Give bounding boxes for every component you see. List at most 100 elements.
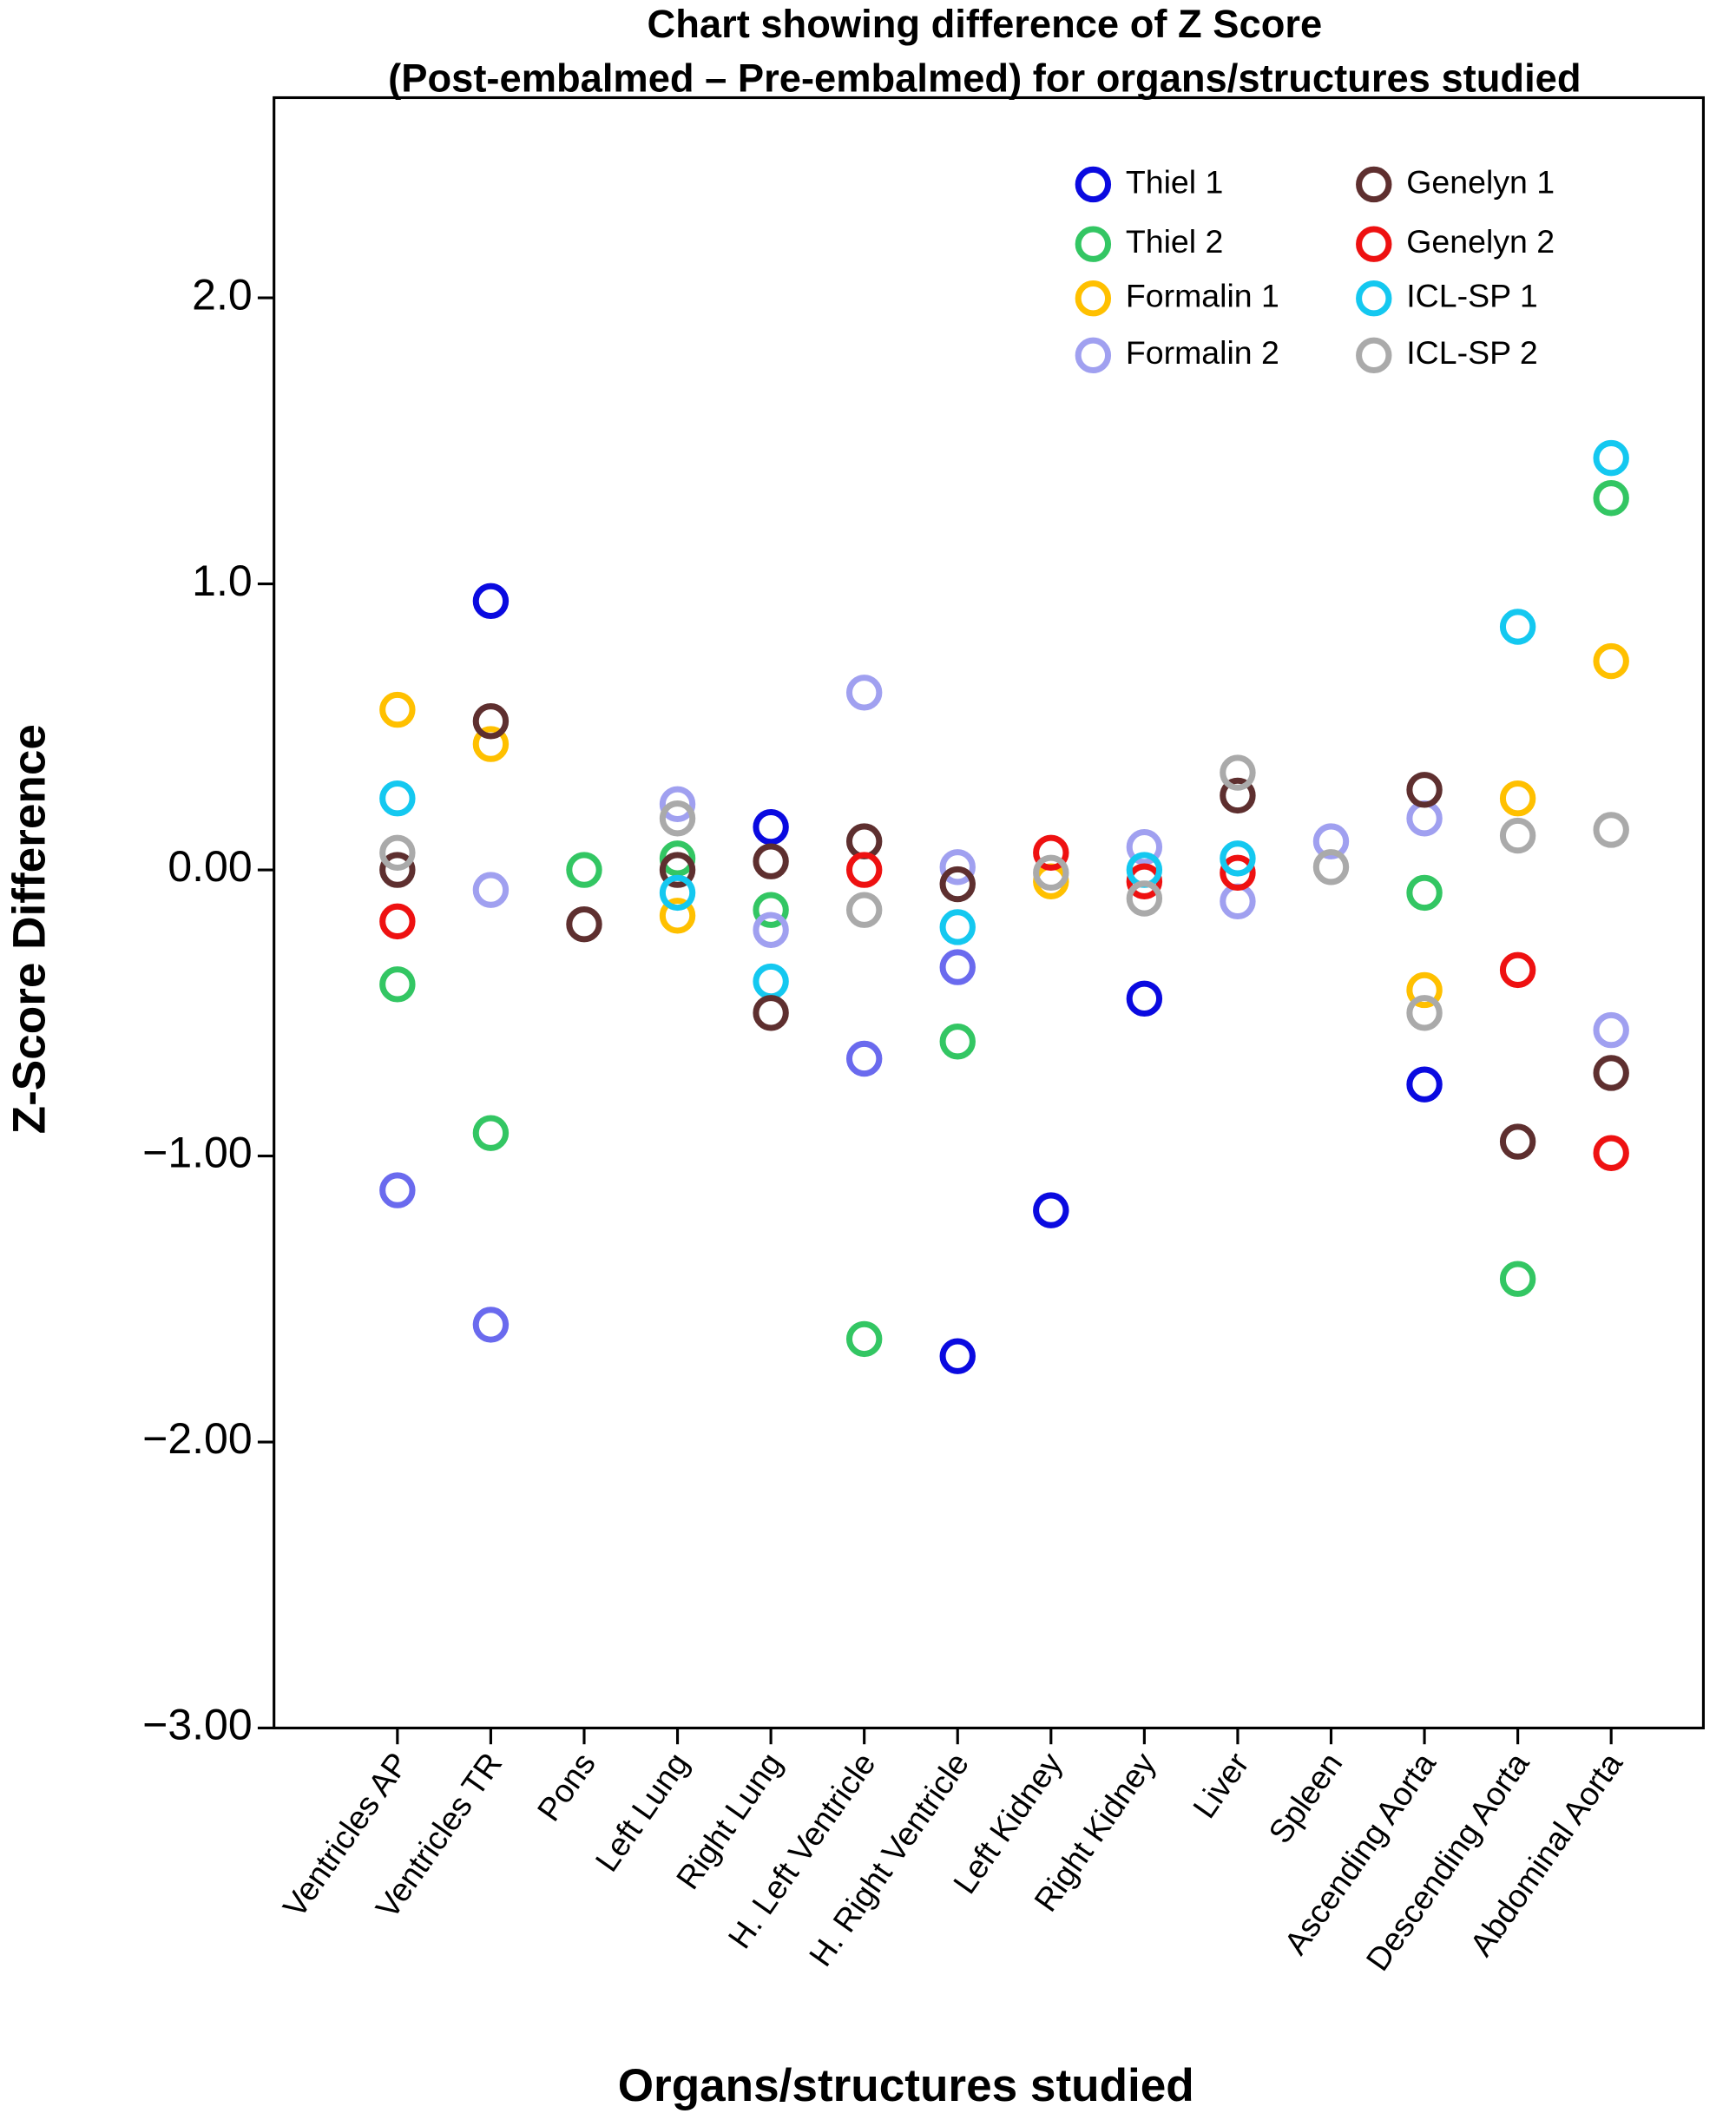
point <box>939 909 976 945</box>
legend-label: Thiel 2 <box>1126 223 1224 260</box>
point <box>1593 1011 1629 1049</box>
point <box>659 786 696 822</box>
point <box>1499 1261 1536 1297</box>
point <box>379 691 416 728</box>
point <box>939 1338 976 1374</box>
legend-label: Thiel 1 <box>1126 163 1224 200</box>
point <box>939 1024 976 1060</box>
point <box>1033 1192 1069 1228</box>
point <box>379 966 416 1003</box>
legend-marker <box>1356 280 1392 317</box>
point <box>472 726 510 762</box>
point <box>1126 980 1163 1017</box>
x-axis-title: Organs/structures studied <box>618 2060 1194 2111</box>
plot-frame <box>273 95 1705 1730</box>
point <box>1033 834 1069 871</box>
point <box>1220 883 1256 920</box>
point <box>1499 817 1536 854</box>
point <box>1593 480 1629 517</box>
y-tick-label: 0.00 <box>168 842 252 891</box>
point <box>1220 754 1256 791</box>
point <box>659 800 696 837</box>
point <box>1499 1123 1536 1160</box>
point <box>379 1172 416 1208</box>
x-tick-label: Liver <box>1186 1746 1256 1825</box>
point <box>845 823 883 859</box>
point <box>1593 812 1629 848</box>
point <box>659 852 696 888</box>
point <box>472 872 510 908</box>
point <box>753 963 789 1000</box>
x-tick-label: Descending Aorta <box>1358 1746 1535 1978</box>
point <box>379 834 416 871</box>
point <box>379 780 416 817</box>
point <box>939 866 976 903</box>
point <box>1033 854 1069 892</box>
legend-marker <box>1075 280 1112 317</box>
point <box>1126 880 1163 917</box>
point <box>753 995 789 1031</box>
point <box>1126 829 1163 866</box>
point <box>472 583 510 620</box>
point <box>379 903 416 940</box>
chart-title: (Post-embalmed – Pre-embalmed) for organ… <box>388 56 1581 101</box>
point <box>1220 840 1256 877</box>
x-tick-label: Pons <box>529 1746 602 1827</box>
point <box>845 1040 883 1077</box>
point <box>753 843 789 879</box>
point <box>1126 863 1163 899</box>
point <box>939 949 976 985</box>
point <box>1406 874 1443 912</box>
y-tick-label: 1.0 <box>192 556 253 605</box>
point <box>472 1115 510 1151</box>
point <box>1406 772 1443 808</box>
point <box>1220 777 1256 814</box>
point <box>845 892 883 928</box>
point <box>659 840 696 877</box>
point <box>1312 823 1350 859</box>
point <box>659 898 696 934</box>
point <box>1593 439 1629 477</box>
y-tick-label: 2.0 <box>192 270 253 319</box>
point <box>1593 1055 1629 1091</box>
point <box>1499 780 1536 817</box>
point <box>1499 609 1536 645</box>
point <box>1406 995 1443 1031</box>
x-tick-label: Spleen <box>1261 1746 1349 1850</box>
point <box>1593 1135 1629 1171</box>
point <box>1406 1066 1443 1103</box>
legend-label: ICL-SP 2 <box>1406 334 1537 371</box>
point <box>1499 951 1536 989</box>
point <box>1593 642 1629 680</box>
legend-label: ICL-SP 1 <box>1406 278 1537 314</box>
legend-label: Formalin 1 <box>1126 278 1279 314</box>
point <box>472 703 510 740</box>
y-tick-label: −3.00 <box>142 1701 252 1749</box>
point <box>939 849 976 886</box>
legend-marker <box>1075 337 1112 374</box>
legend-label: Genelyn 2 <box>1406 223 1555 260</box>
point <box>1406 971 1443 1009</box>
point <box>659 874 696 912</box>
point <box>1312 849 1350 886</box>
legend-marker <box>1356 166 1392 203</box>
legend-marker <box>1075 166 1112 203</box>
legend-label: Genelyn 1 <box>1406 163 1555 200</box>
point <box>753 808 789 846</box>
y-tick-label: −2.00 <box>142 1414 252 1463</box>
point <box>1406 800 1443 837</box>
y-axis-title: Z-Score Difference <box>4 724 56 1134</box>
point <box>1220 854 1256 892</box>
point <box>753 892 789 928</box>
y-tick-label: −1.00 <box>142 1129 252 1177</box>
point <box>845 1320 883 1358</box>
point <box>845 852 883 888</box>
point <box>472 1307 510 1343</box>
legend-marker <box>1356 337 1392 374</box>
point <box>566 852 602 888</box>
point <box>753 912 789 948</box>
legend-marker <box>1356 226 1392 262</box>
point <box>566 905 602 943</box>
point <box>845 675 883 711</box>
